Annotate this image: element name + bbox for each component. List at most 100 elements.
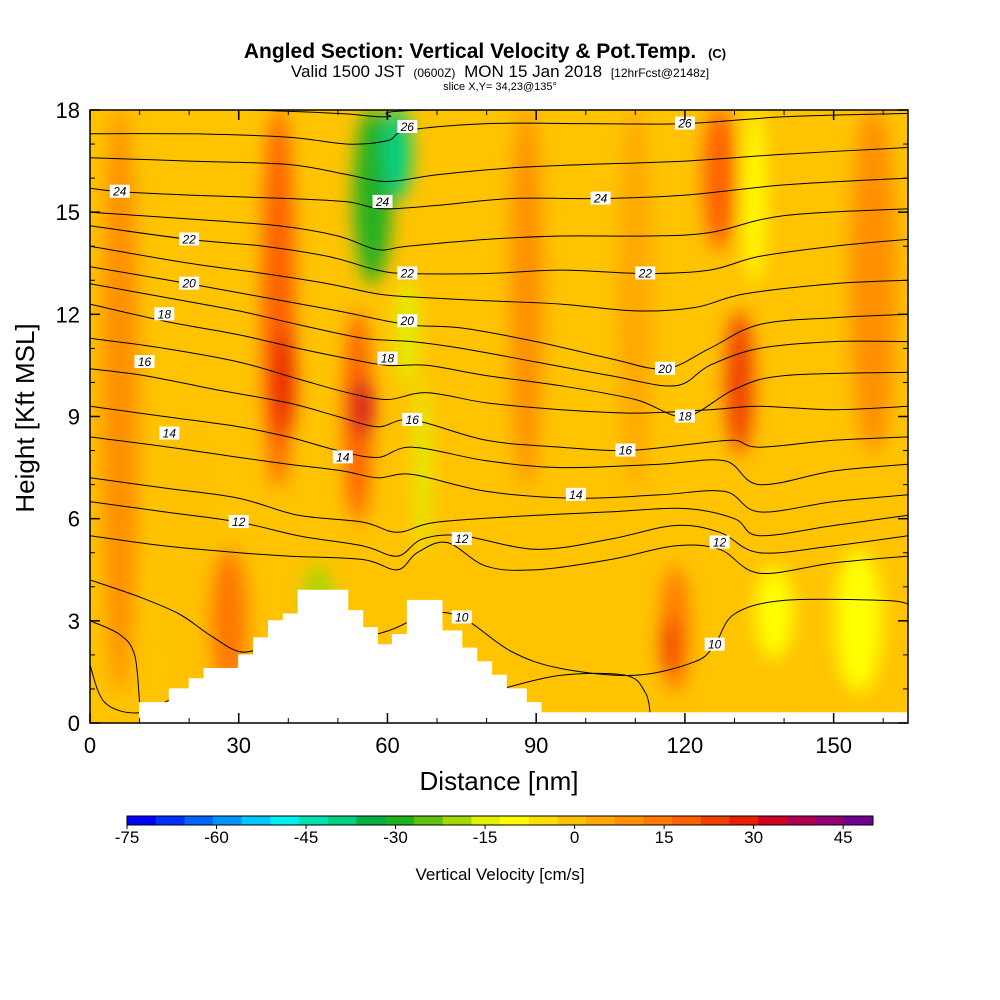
colorbar-swatch [528, 816, 558, 825]
y-tick-label: 6 [68, 507, 80, 532]
isentrope-label-box [179, 276, 200, 290]
isentrope-line [90, 245, 908, 312]
colorbar-tick-label: 45 [834, 828, 853, 847]
colorbar-swatch [413, 816, 444, 825]
isentrope-label-box [179, 232, 200, 246]
colorbar-tick-label: -60 [204, 828, 229, 847]
isentrope-label-box [377, 351, 398, 365]
terrain [90, 590, 908, 723]
isentrope-line [90, 112, 908, 145]
slice-label: slice X,Y= 34,23@135° [443, 81, 557, 93]
velocity-feature [755, 565, 794, 659]
colorbar-tick-label: -15 [473, 828, 498, 847]
chart-title-suffix: (C) [708, 46, 726, 61]
isentrope-line [90, 620, 141, 703]
colorbar-swatch [270, 816, 300, 825]
isentrope-label-box [635, 266, 656, 280]
colorbar-swatch [241, 816, 271, 825]
colorbar-swatch [700, 816, 731, 825]
colorbar-swatch [471, 816, 501, 825]
colorbar-swatch [442, 816, 472, 825]
isentrope-label: 20 [400, 314, 415, 328]
colorbar-tick-label: -30 [383, 828, 408, 847]
subtitle-utc: (0600Z) [413, 66, 455, 80]
subtitle-main: Valid 1500 JST [291, 62, 405, 81]
isentrope-label: 12 [455, 532, 469, 546]
colorbar-swatch [557, 816, 587, 825]
velocity-feature [725, 310, 754, 455]
colorbar-tick-label: 30 [744, 828, 763, 847]
isentrope-labels: 10 10 12 12 12 14 14 14 16 16 16 18 18 18 20 20 20 22 22 22… [109, 116, 730, 652]
colorbar-swatch [758, 816, 788, 825]
velocity-feature [100, 110, 139, 693]
isentrope-line [90, 147, 908, 183]
velocity-feature [849, 110, 898, 455]
isentrope-label: 14 [569, 488, 583, 502]
isentrope-line [90, 303, 908, 418]
isentrope-label: 22 [400, 266, 415, 280]
isentrope-label-box [134, 355, 155, 369]
isentrope-label-box [451, 532, 472, 546]
isentrope-label: 22 [181, 232, 196, 246]
colorbar-swatch [184, 816, 214, 825]
isentrope-label: 24 [375, 195, 390, 209]
velocity-feature [414, 378, 430, 557]
colorbar-tick-label: -75 [115, 828, 140, 847]
svg-text:Angled Section: Vertical Veloc: Angled Section: Vertical Velocity & Pot.… [244, 40, 726, 63]
isentrope-line [90, 368, 908, 452]
x-tick-label: 30 [226, 733, 250, 758]
isentrope-line [90, 535, 908, 575]
isentrope-label: 24 [593, 192, 608, 206]
colorbar-swatch [385, 816, 415, 825]
y-tick-label: 12 [56, 302, 80, 327]
isentrope-label: 16 [138, 355, 152, 369]
y-tick-label: 15 [56, 200, 80, 225]
isentrope-label-box [372, 194, 393, 208]
isentrope-label-box [397, 266, 418, 280]
isentrope-label: 12 [713, 536, 727, 550]
isentrope-label: 16 [619, 444, 633, 458]
isentrope-label: 26 [677, 117, 692, 131]
isentrope-label-box [565, 487, 586, 501]
colorbar-swatch [213, 816, 243, 825]
chart-title-group: Angled Section: Vertical Velocity & Pot.… [244, 40, 726, 93]
colorbar-tick-label: 0 [570, 828, 579, 847]
colorbar-swatch [844, 816, 874, 825]
y-tick-label: 9 [68, 405, 80, 430]
isentrope-label: 24 [112, 185, 127, 199]
isentrope-label-box [590, 191, 611, 205]
y-tick-label: 18 [56, 98, 80, 123]
isentrope-label: 18 [381, 352, 395, 366]
velocity-feature [834, 548, 883, 693]
chart-title: Angled Section: Vertical Velocity & Pot.… [244, 40, 696, 63]
colorbar-swatch [786, 816, 817, 825]
isentrope-label-box [154, 307, 175, 321]
y-tick-label: 0 [68, 711, 80, 736]
isentrope-line [90, 177, 908, 210]
isentrope-label-box [397, 120, 418, 134]
colorbar-swatch [327, 816, 358, 825]
x-tick-label: 0 [84, 733, 96, 758]
isentrope-line [90, 477, 908, 537]
y-tick-label: 3 [68, 609, 80, 634]
velocity-feature [703, 110, 737, 251]
velocity-feature [352, 378, 373, 438]
isentrope-label: 14 [336, 450, 350, 464]
colorbar-swatch [729, 816, 759, 825]
colorbar-frame [126, 815, 874, 826]
isentrope-line [90, 266, 908, 370]
y-axis: 0 3 6 9 12 15 18 [56, 98, 908, 736]
colorbar-swatch [614, 816, 644, 825]
isentrope-line [90, 436, 908, 513]
colorbar-tick-label: -45 [294, 828, 319, 847]
colorbar-swatch [500, 816, 530, 825]
subtitle-date: MON 15 Jan 2018 [464, 62, 602, 81]
colorbar-swatch [299, 816, 329, 825]
colorbar-label: Vertical Velocity [cm/s] [415, 865, 584, 884]
isentrope-line [90, 337, 908, 414]
isentrope-label-box [228, 515, 249, 529]
isentrope-label: 18 [158, 307, 172, 321]
isentrope-line [90, 579, 264, 653]
velocity-feature [618, 110, 652, 489]
